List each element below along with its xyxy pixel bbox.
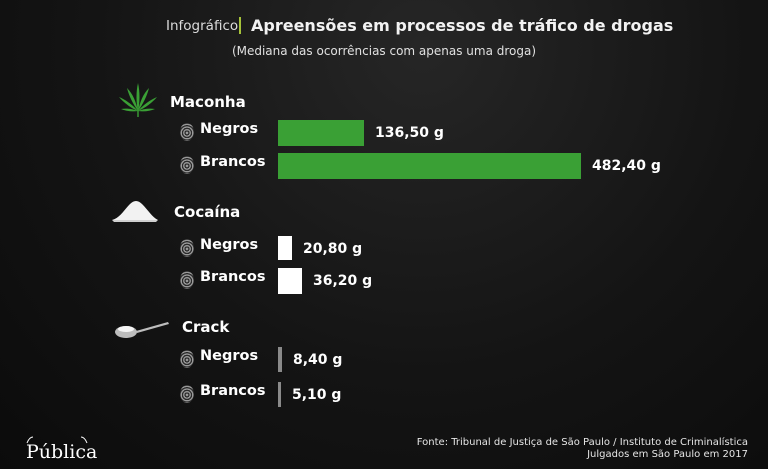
bar-1-0 [278,236,292,260]
source-note: Fonte: Tribunal de Justiça de São Paulo … [417,437,748,461]
group-label-2-0: Negros [200,348,259,364]
kicker-label: Infográfico [166,18,239,34]
spoon-icon [115,322,169,338]
bar-2-1 [278,382,281,407]
fingerprint-icon [180,239,194,257]
cannabis-leaf-icon [119,83,157,117]
fingerprint-icon [180,156,194,174]
value-label-0-0: 136,50 g [375,125,444,141]
drug-label-0: Maconha [170,93,246,111]
powder-pile-icon [112,201,158,222]
fingerprint-icon [180,123,194,141]
fingerprint-icon [180,385,194,403]
group-label-1-0: Negros [200,237,259,253]
fingerprint-icon [180,271,194,289]
chart-title: Apreensões em processos de tráfico de dr… [251,16,674,35]
publica-logo: Pública [26,441,98,463]
drug-label-1: Cocaína [174,203,241,221]
chart-subtitle: (Mediana das ocorrências com apenas uma … [231,44,537,58]
value-label-0-1: 482,40 g [592,158,661,174]
value-label-1-0: 20,80 g [303,241,363,257]
drug-label-2: Crack [182,318,230,336]
bar-1-1 [278,268,302,294]
value-label-2-0: 8,40 g [293,352,343,368]
source-line-2: Julgados em São Paulo em 2017 [587,449,748,460]
group-label-0-0: Negros [200,121,259,137]
group-label-2-1: Brancos [200,383,266,399]
value-label-1-1: 36,20 g [313,273,373,289]
group-label-1-1: Brancos [200,269,266,285]
logo-accent-icon [26,436,88,444]
source-line-1: Fonte: Tribunal de Justiça de São Paulo … [416,437,748,448]
group-label-0-1: Brancos [200,154,266,170]
fingerprint-icon [180,350,194,368]
bar-0-1 [278,153,581,179]
title-divider [239,17,241,34]
bar-2-0 [278,347,282,372]
value-label-2-1: 5,10 g [292,387,342,403]
bar-0-0 [278,120,364,146]
chart-header: Infográfico Apreensões em processos de t… [0,16,768,38]
